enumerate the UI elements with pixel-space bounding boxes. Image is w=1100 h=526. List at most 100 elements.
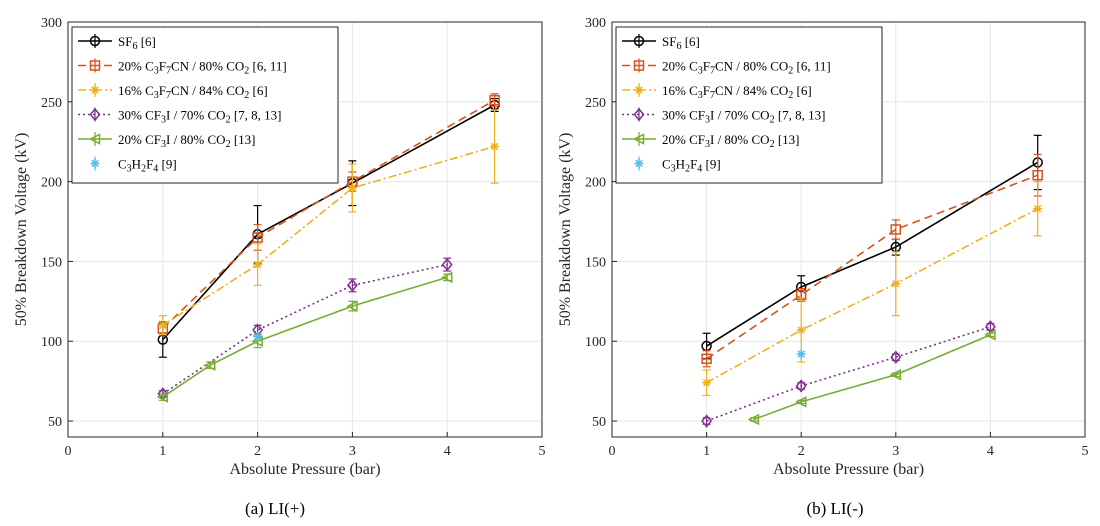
legend-text-part: C [118,157,127,172]
panel-caption: (b) LI(-) [806,499,863,518]
data-point [1032,169,1043,181]
legend-subscript: 3 [698,66,703,77]
data-point [489,94,500,106]
legend-text-part: [6] [793,83,811,98]
y-axis-label: 50% Breakdown Voltage (kV) [13,133,30,327]
legend-subscript: 7 [166,66,171,77]
data-point [253,260,263,270]
y-tick-label: 50 [48,415,62,430]
legend-subscript: 3 [154,90,159,101]
y-tick-label: 200 [41,176,62,191]
x-tick-label: 5 [1082,444,1089,459]
series-line [162,145,495,326]
x-tick-label: 0 [609,444,616,459]
data-point [796,325,806,335]
data-point [490,142,500,151]
legend-text-part: [6, 11] [249,59,286,74]
legend-text-part: CN / 80% CO [715,59,788,74]
legend-label: C3H2F4 [9] [118,157,177,175]
x-tick-label: 1 [159,444,166,459]
y-tick-label: 100 [585,335,606,350]
legend-subscript: 2 [788,66,793,77]
x-tick-label: 3 [349,444,356,459]
data-point [796,349,806,359]
legend-text-part: 20% C [662,59,698,74]
legend-text-part: I / 80% CO [166,132,226,147]
series-2 [158,109,500,336]
legend-swatch-marker [90,159,100,168]
x-tick-label: 2 [798,444,805,459]
data-point [701,353,712,365]
legend-text-part: [9] [702,157,720,172]
legend-text-part: [7, 8, 13] [231,108,282,123]
legend-text-part: CN / 84% CO [171,83,244,98]
x-tick-label: 4 [987,444,994,459]
data-point [890,350,902,364]
legend: SF6 [6] 20% C3F7CN / 80% CO2 [6, 11] 16% C… [615,26,883,184]
legend-subscript: 2 [226,115,231,126]
legend-text-part: 30% CF [118,108,161,123]
legend-swatch-marker [633,35,645,47]
legend-swatch-marker [89,35,101,47]
data-point [346,300,358,312]
legend-swatch-marker [88,133,101,145]
x-axis-label: Absolute Pressure (bar) [773,461,924,478]
plot-frame [611,21,1086,438]
legend-text-part: F [690,157,697,172]
y-tick-label: 250 [41,96,62,111]
legend-swatch-marker [89,107,101,122]
series-line [706,326,991,422]
legend-swatch-marker [90,85,100,95]
legend-subscript: 4 [697,164,702,175]
data-point [890,224,902,235]
legend-text-part: F [159,59,166,74]
data-point [156,391,169,403]
legend-subscript: 3 [705,115,710,126]
legend-label: 20% C3F7CN / 80% CO2 [6, 11] [662,59,831,77]
legend-subscript: 7 [710,90,715,101]
legend-text-part: CN / 80% CO [171,59,244,74]
x-tick-label: 5 [539,444,546,459]
legend-text-part: [7, 8, 13] [775,108,826,123]
legend-subscript: 6 [132,41,137,52]
legend-label: SF6 [6] [118,34,156,52]
data-point [346,278,358,293]
legend-subscript: 2 [244,66,249,77]
legend-subscript: 2 [141,164,146,175]
data-point [204,359,216,371]
legend-subscript: 2 [226,139,231,150]
legend-subscript: 3 [161,139,166,150]
legend-subscript: 4 [153,164,158,175]
legend-subscript: 2 [244,90,249,101]
legend: SF6 [6]20% C3F7CN / 80% CO2 [6, 11]16% C… [71,26,339,184]
series-line [706,161,1039,347]
series-line [753,334,991,421]
data-point [441,257,453,272]
legend-text-part: F [146,157,153,172]
series-2 [702,181,1043,397]
legend-box [71,26,339,184]
legend-label: 16% C3F7CN / 84% CO2 [6] [662,83,812,101]
legend-subscript: 7 [166,90,171,101]
legend-text-part: I / 70% CO [710,108,770,123]
series-5 [253,331,263,341]
legend-text-part: 30% CF [662,108,705,123]
series-4 [747,329,996,426]
legend-subscript: 3 [161,115,166,126]
data-point [158,320,168,330]
data-point [795,379,807,393]
data-point [795,396,807,408]
legend-text-part: [13] [775,132,800,147]
data-point [702,378,712,388]
x-tick-label: 1 [703,444,710,459]
legend-text-part: SF [118,34,132,49]
legend-label: 20% C3F7CN / 80% CO2 [6, 11] [118,59,287,77]
legend-subscript: 2 [685,164,690,175]
series-line [162,99,495,330]
y-tick-label: 300 [585,16,606,31]
legend-text-part: 20% C [118,59,154,74]
legend-label: C3H2F4 [9] [662,157,721,175]
legend-label: SF6 [6] [662,34,700,52]
